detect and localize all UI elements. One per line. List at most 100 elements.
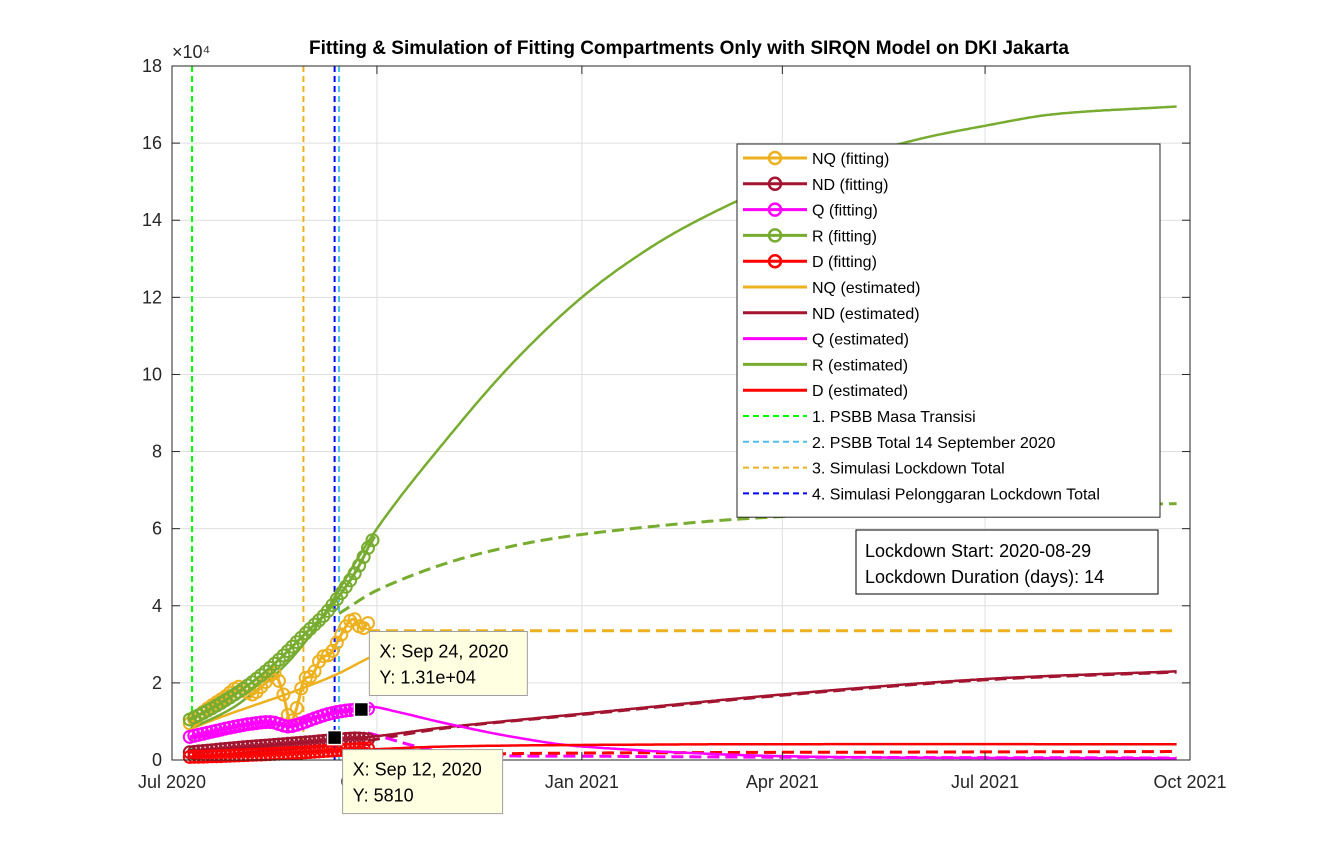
legend-label: 4. Simulasi Pelonggaran Lockdown Total	[812, 486, 1100, 503]
data-point	[298, 745, 313, 760]
legend-label: R (estimated)	[812, 357, 908, 374]
data-point	[205, 749, 220, 764]
x-tick-label: Oct 2021	[1153, 772, 1226, 792]
data-point	[222, 748, 237, 763]
legend-label: R (fitting)	[812, 228, 877, 245]
x-tick-label: Jan 2021	[545, 772, 619, 792]
data-point	[196, 749, 211, 764]
data-point	[365, 533, 380, 548]
data-point	[312, 613, 326, 628]
legend-label: 2. PSBB Total 14 September 2020	[812, 435, 1056, 452]
y-tick-label: 0	[152, 750, 162, 770]
data-point	[187, 749, 202, 764]
data-point	[258, 715, 273, 730]
datatip-x: X: Sep 24, 2020	[379, 641, 508, 661]
data-point	[285, 639, 300, 654]
data-point	[191, 749, 206, 764]
data-point	[303, 621, 318, 636]
data-point	[280, 746, 295, 761]
y-tick-label: 14	[142, 210, 162, 230]
legend-swatch-marker	[767, 253, 783, 269]
data-point	[325, 643, 340, 658]
data-point	[285, 746, 300, 760]
data-point	[307, 617, 322, 632]
series-simulation	[338, 502, 1177, 615]
series-line	[338, 502, 1177, 615]
data-point	[271, 652, 286, 667]
y-axis-exponent: ×10⁴	[172, 42, 210, 62]
legend-label: 1. PSBB Masa Transisi	[812, 409, 976, 426]
data-point	[240, 739, 255, 754]
legend-swatch-marker	[767, 176, 783, 192]
y-tick-label: 6	[152, 519, 162, 539]
data-point	[338, 703, 353, 718]
axes-box	[171, 65, 1191, 761]
data-point	[209, 749, 224, 764]
legend-label: D (estimated)	[812, 383, 908, 400]
data-point	[312, 744, 326, 759]
legend-swatch-marker	[767, 202, 783, 217]
datatip-y: Y: 5810	[353, 786, 414, 806]
annotation-line: Lockdown Duration (days): 14	[865, 567, 1104, 587]
x-tick-label: Jul 2021	[951, 772, 1019, 792]
y-tick-label: 4	[152, 596, 162, 616]
x-tick-label: Apr 2021	[746, 772, 819, 792]
data-point	[271, 673, 286, 688]
data-point	[343, 573, 358, 588]
legend-label: Q (estimated)	[812, 332, 909, 349]
legend-label: NQ (estimated)	[812, 280, 920, 297]
data-point	[214, 749, 228, 764]
y-tick-label: 18	[142, 56, 162, 76]
data-point	[276, 648, 291, 663]
datatip-y: Y: 1.31e+04	[379, 667, 476, 687]
data-point	[227, 748, 242, 763]
datatip-x: X: Sep 12, 2020	[353, 760, 482, 780]
data-point	[294, 630, 309, 645]
data-point	[258, 664, 273, 679]
data-point	[254, 715, 269, 730]
data-point	[347, 612, 362, 627]
data-point	[303, 745, 318, 759]
data-point	[200, 749, 215, 764]
data-point	[276, 687, 291, 702]
data-point	[347, 566, 362, 581]
legend-swatch-marker	[767, 150, 783, 166]
legend-box	[736, 143, 1161, 518]
data-point	[289, 745, 304, 760]
legend-label: ND (fitting)	[812, 177, 888, 194]
y-tick-label: 2	[152, 673, 162, 693]
legend-swatch-marker	[767, 228, 783, 243]
legend-label: ND (estimated)	[812, 306, 920, 323]
data-point	[245, 747, 260, 762]
annotation-box	[855, 529, 1159, 595]
datatip-marker	[326, 729, 343, 746]
legend-label: 3. Simulasi Lockdown Total	[812, 461, 1005, 478]
data-point	[320, 648, 335, 663]
datatips: X: Sep 24, 2020 Y: 1.31e+04 X: Sep 12, 202…	[326, 630, 528, 815]
data-point	[236, 740, 251, 755]
data-point	[182, 749, 197, 764]
legend-label: D (fitting)	[812, 254, 877, 271]
event-lines	[191, 66, 341, 760]
legend-label: NQ (fitting)	[812, 151, 889, 168]
data-point	[307, 744, 322, 759]
series-fitting	[182, 741, 375, 764]
data-point	[218, 748, 233, 763]
data-point	[294, 745, 309, 760]
data-point	[329, 635, 344, 650]
data-point	[249, 747, 264, 762]
data-point	[361, 540, 375, 555]
data-point	[236, 748, 251, 763]
datatip-box	[342, 749, 504, 815]
y-tick-label: 12	[142, 287, 162, 307]
data-point	[231, 748, 246, 763]
data-point	[361, 616, 375, 631]
data-point	[289, 635, 304, 650]
y-tick-label: 16	[142, 133, 162, 153]
chart-title: Fitting & Simulation of Fitting Compartm…	[309, 38, 1069, 59]
data-point	[263, 660, 277, 675]
datatip-box	[368, 630, 528, 696]
annotation-line: Lockdown Start: 2020-08-29	[865, 541, 1091, 561]
